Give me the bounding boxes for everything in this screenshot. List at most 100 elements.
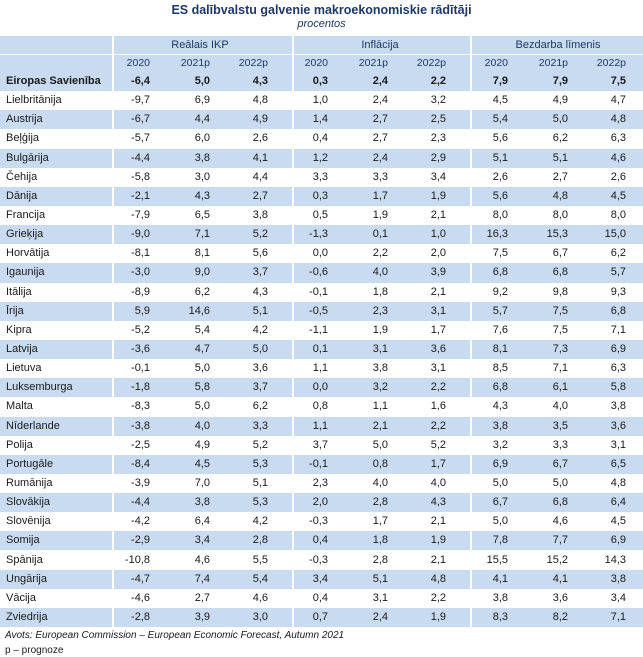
cell: 6,9	[610, 342, 626, 355]
cell: 2,0	[312, 496, 328, 509]
cell: 0,7	[312, 610, 328, 623]
cell: 6,8	[492, 381, 508, 394]
cell: -5,8	[131, 170, 150, 183]
cell: 5,1	[372, 572, 388, 585]
column-header: 2021p	[180, 57, 210, 69]
cell: 0,0	[312, 247, 328, 260]
cell: -0,3	[309, 515, 328, 528]
cell: 4,4	[194, 113, 210, 126]
cell: 2,7	[372, 132, 388, 145]
cell: 7,5	[610, 75, 626, 87]
cell: 4,3	[430, 496, 446, 509]
cell: 8,0	[552, 208, 568, 221]
cell: -0,3	[309, 553, 328, 566]
cell: 4,5	[492, 94, 508, 107]
cell: -2,5	[131, 438, 150, 451]
cell: -1,3	[309, 228, 328, 241]
cell: 4,0	[372, 476, 388, 489]
row-bg	[0, 186, 643, 206]
cell: 7,4	[194, 572, 210, 585]
cell: 3,1	[430, 304, 446, 317]
cell: -0,1	[131, 362, 150, 375]
cell: 2,7	[552, 170, 568, 183]
cell: 4,8	[252, 94, 268, 107]
cell: -5,7	[131, 132, 150, 145]
cell: 2,3	[372, 304, 388, 317]
cell: 3,7	[312, 438, 328, 451]
cell: 3,8	[492, 419, 508, 432]
cell: 2,8	[372, 553, 388, 566]
cell: 6,9	[610, 534, 626, 547]
column-header: 2020	[304, 57, 328, 69]
cell: 4,1	[492, 572, 508, 585]
cell: -6,4	[131, 75, 150, 87]
cell: 1,1	[372, 400, 388, 413]
cell: 2,4	[372, 610, 388, 623]
cell: 5,2	[252, 438, 268, 451]
cell: 8,0	[492, 208, 508, 221]
cell: 7,5	[552, 304, 568, 317]
cell: 1,7	[430, 457, 446, 470]
row-label: Vācija	[6, 591, 36, 604]
cell: 5,8	[610, 381, 626, 394]
cell: -8,3	[131, 400, 150, 413]
cell: 3,4	[194, 534, 210, 547]
cell: 4,6	[194, 553, 210, 566]
cell: -4,4	[131, 496, 150, 509]
row-label: Ungārija	[6, 572, 47, 585]
cell: 4,8	[552, 189, 568, 202]
cell: 3,3	[312, 170, 328, 183]
row-label: Kipra	[6, 323, 32, 336]
cell: 1,8	[372, 285, 388, 298]
group-header: Reālais IKP	[171, 39, 229, 51]
cell: 1,9	[430, 189, 446, 202]
cell: 5,2	[252, 228, 268, 241]
cell: 6,0	[194, 132, 210, 145]
cell: 5,1	[492, 151, 508, 164]
cell: 4,8	[430, 572, 446, 585]
cell: 4,3	[252, 75, 268, 87]
cell: 6,9	[492, 457, 508, 470]
cell: 6,7	[492, 496, 508, 509]
cell: 2,1	[430, 208, 446, 221]
cell: 3,0	[194, 170, 210, 183]
cell: 8,5	[492, 362, 508, 375]
cell: 3,8	[194, 151, 210, 164]
cell: 6,3	[610, 362, 626, 375]
cell: 8,0	[610, 208, 626, 221]
cell: -1,1	[309, 323, 328, 336]
cell: 3,6	[552, 591, 568, 604]
cell: 5,4	[252, 572, 268, 585]
cell: 6,5	[610, 457, 626, 470]
cell: 6,4	[194, 515, 210, 528]
cell: 3,7	[252, 381, 268, 394]
cell: 1,6	[430, 400, 446, 413]
row-bg	[0, 416, 643, 436]
cell: 4,0	[372, 266, 388, 279]
cell: 1,7	[430, 323, 446, 336]
cell: 3,8	[610, 400, 626, 413]
row-bg	[0, 148, 643, 168]
cell: 5,4	[194, 323, 210, 336]
cell: -10,8	[124, 553, 150, 566]
cell: 2,8	[252, 534, 268, 547]
cell: 5,8	[194, 381, 210, 394]
cell: 5,5	[252, 553, 268, 566]
cell: 5,1	[252, 304, 268, 317]
cell: 3,1	[430, 362, 446, 375]
row-label: Slovēnija	[6, 515, 51, 528]
cell: 0,4	[312, 132, 328, 145]
cell: 2,6	[252, 132, 268, 145]
row-bg	[0, 339, 643, 360]
column-header: 2020	[484, 57, 508, 69]
cell: 2,6	[492, 170, 508, 183]
cell: 9,8	[552, 285, 568, 298]
row-label: Francija	[6, 208, 46, 221]
cell: 8,3	[492, 610, 508, 623]
row-label: Čehija	[6, 170, 38, 183]
separator	[112, 36, 114, 628]
cell: 6,4	[610, 496, 626, 509]
cell: 2,1	[430, 515, 446, 528]
row-bg	[0, 378, 643, 398]
